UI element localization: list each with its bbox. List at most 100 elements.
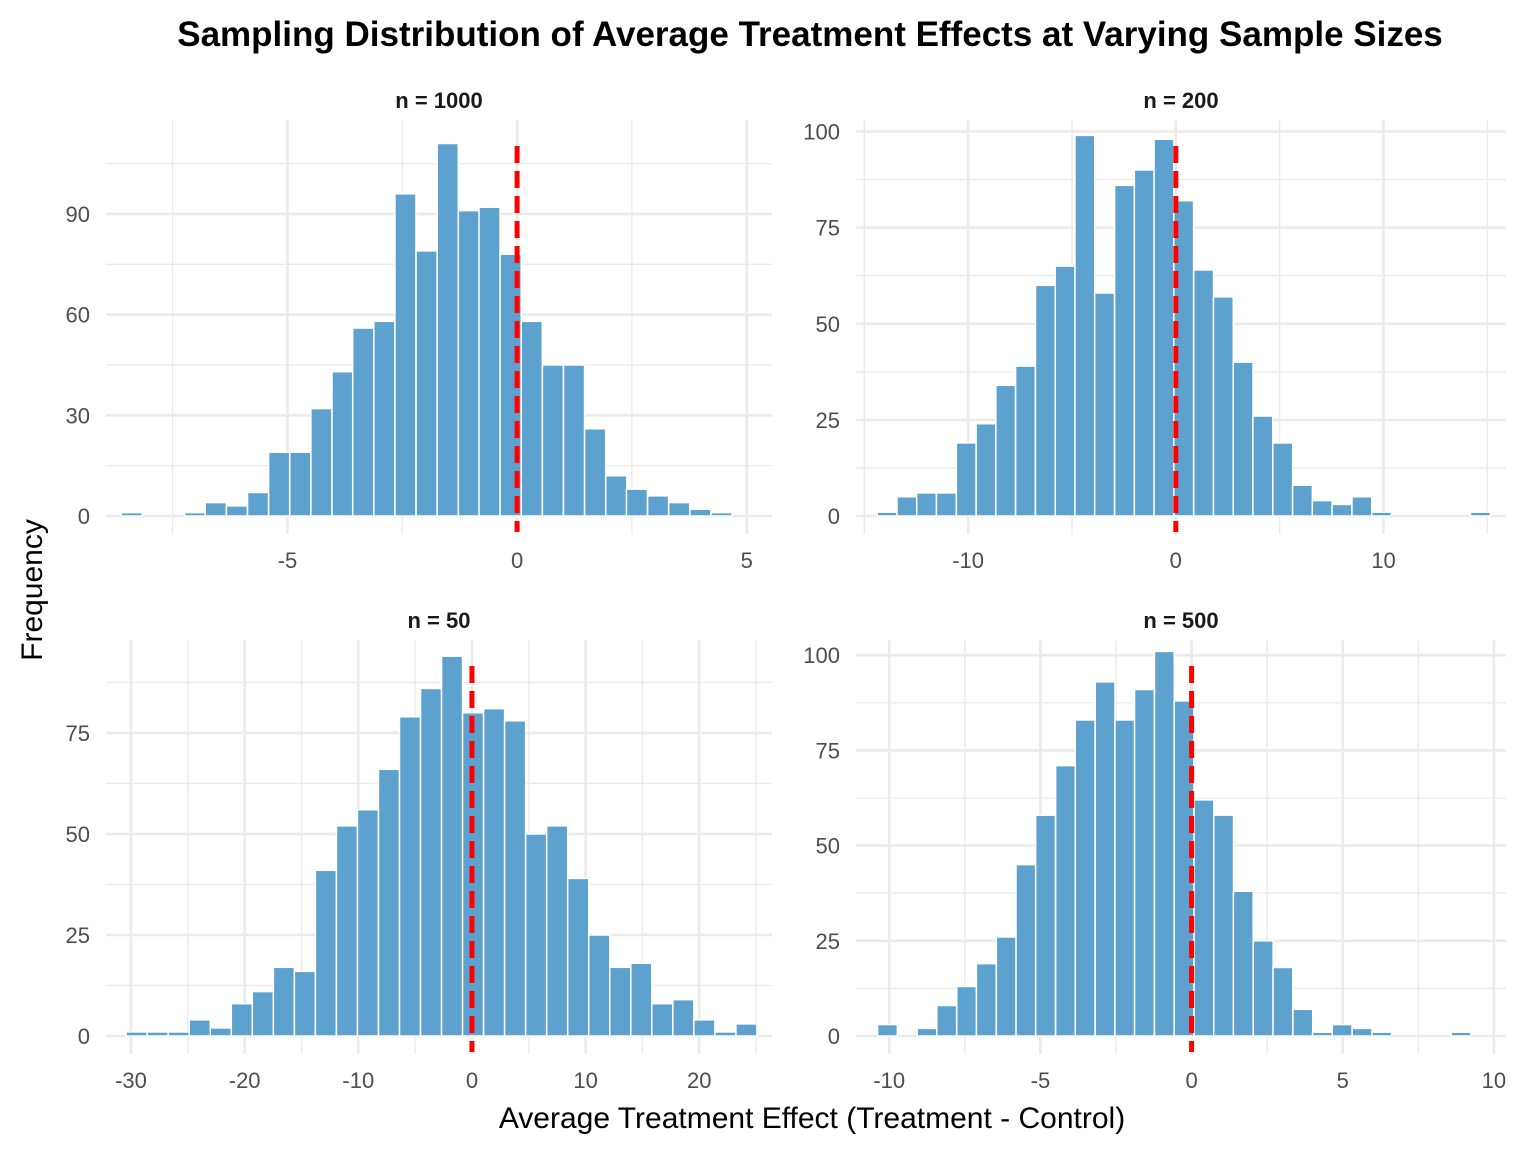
histogram-bar xyxy=(1371,1031,1393,1037)
histogram-bar xyxy=(1093,292,1116,517)
histogram-bar xyxy=(188,1019,212,1037)
histogram-bar xyxy=(689,508,712,517)
panel-label: n = 500 xyxy=(1143,608,1218,633)
x-tick-label: 5 xyxy=(1337,1068,1349,1093)
histogram-bar xyxy=(1469,511,1492,517)
y-tick-label: 100 xyxy=(803,643,840,668)
panel-label: n = 200 xyxy=(1143,88,1218,113)
x-tick-label: -5 xyxy=(1031,1068,1051,1093)
y-tick-label: 100 xyxy=(803,120,840,145)
histogram-bar xyxy=(975,422,997,517)
y-tick-label: 0 xyxy=(78,1024,90,1049)
histogram-bar xyxy=(896,496,918,517)
histogram-bar xyxy=(120,511,143,517)
histogram-bar xyxy=(876,511,898,517)
x-tick-label: 10 xyxy=(1371,548,1395,573)
histogram-bar xyxy=(975,962,997,1037)
x-tick-label: -10 xyxy=(873,1068,905,1093)
histogram-bar xyxy=(1292,1008,1314,1037)
histogram-bar xyxy=(955,442,977,517)
y-tick-label: 0 xyxy=(828,1024,840,1049)
histogram-bar xyxy=(503,720,527,1037)
histogram-bar xyxy=(377,768,401,1037)
y-tick-label: 25 xyxy=(66,923,90,948)
histogram-bar xyxy=(1133,688,1156,1037)
histogram-bar xyxy=(735,1023,758,1037)
histogram-bar xyxy=(1054,265,1076,517)
histogram-bar xyxy=(356,808,380,1037)
histogram-bar xyxy=(1014,365,1037,517)
y-tick-label: 50 xyxy=(816,834,840,859)
histogram-bar xyxy=(915,492,938,517)
histogram-bar xyxy=(415,250,438,517)
histogram-bar xyxy=(1232,361,1254,517)
histogram-bar xyxy=(289,451,312,517)
histogram-bar xyxy=(1153,650,1176,1037)
histogram-bar xyxy=(1272,442,1294,517)
x-tick-label: 10 xyxy=(1482,1068,1506,1093)
histogram-bar xyxy=(1074,134,1096,517)
histogram-bar xyxy=(436,142,459,517)
histogram-bar xyxy=(209,1027,233,1037)
histogram-bar xyxy=(146,1031,169,1037)
histogram-bar xyxy=(956,985,978,1037)
y-tick-label: 60 xyxy=(66,303,90,328)
y-tick-label: 0 xyxy=(78,504,90,529)
histogram-bar xyxy=(331,370,354,517)
histogram-bar xyxy=(520,320,544,517)
x-tick-label: -5 xyxy=(278,548,298,573)
y-axis-title: Frequency xyxy=(16,519,49,661)
histogram-bar xyxy=(272,966,296,1037)
histogram-bar xyxy=(398,716,422,1037)
histogram-bar xyxy=(1015,863,1037,1037)
y-tick-label: 50 xyxy=(66,822,90,847)
x-tick-label: -20 xyxy=(229,1068,261,1093)
histogram-bar xyxy=(1311,1031,1334,1037)
histogram-bar xyxy=(204,501,228,517)
histogram-bar xyxy=(1370,511,1393,517)
histogram-bar xyxy=(1311,499,1333,517)
histogram-bar xyxy=(562,364,586,517)
histogram-bar xyxy=(1232,890,1254,1037)
histogram-bar xyxy=(167,1031,190,1037)
histogram-bar xyxy=(710,511,733,517)
histogram-bar xyxy=(1034,814,1057,1037)
histogram-bar xyxy=(995,936,1017,1037)
panel-label: n = 50 xyxy=(408,608,471,633)
histogram-bar xyxy=(225,505,249,517)
histogram-bar xyxy=(1252,940,1274,1037)
histogram-bar xyxy=(605,474,628,517)
histogram-bar xyxy=(1351,496,1373,517)
y-tick-label: 75 xyxy=(816,738,840,763)
histogram-bar xyxy=(916,1027,938,1037)
histogram-bar xyxy=(1192,269,1215,517)
histogram-bar xyxy=(545,825,569,1037)
histogram-bar xyxy=(1450,1031,1472,1037)
histogram-bar xyxy=(935,492,957,517)
histogram-bar xyxy=(609,966,632,1037)
histogram-bar xyxy=(876,1023,899,1037)
histogram-bar xyxy=(314,869,338,1037)
histogram-bar xyxy=(541,364,565,517)
panel-1: n = 1000 0 30 60 90 -5 0 5 xyxy=(66,88,772,573)
histogram-bar xyxy=(630,962,653,1037)
y-tick-label: 25 xyxy=(816,408,840,433)
histogram-bar xyxy=(625,488,649,517)
histogram-bar xyxy=(251,990,275,1037)
histogram-bar xyxy=(1331,1023,1353,1037)
histogram-bar xyxy=(293,970,317,1037)
x-tick-label: -10 xyxy=(952,548,984,573)
histogram-bar xyxy=(246,491,270,517)
histogram-bar xyxy=(651,1002,674,1037)
y-tick-label: 90 xyxy=(66,202,90,227)
x-tick-label: 0 xyxy=(1170,548,1182,573)
histogram-bar xyxy=(667,501,691,517)
histogram-bar xyxy=(524,833,548,1037)
histogram-bar xyxy=(440,655,464,1037)
histogram-bar xyxy=(457,209,481,517)
histogram-bar xyxy=(1074,719,1096,1037)
histogram-bar xyxy=(394,193,417,517)
histogram-bar xyxy=(995,384,1017,517)
